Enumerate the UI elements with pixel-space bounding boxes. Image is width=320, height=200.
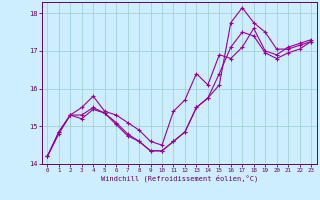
X-axis label: Windchill (Refroidissement éolien,°C): Windchill (Refroidissement éolien,°C) <box>100 175 258 182</box>
